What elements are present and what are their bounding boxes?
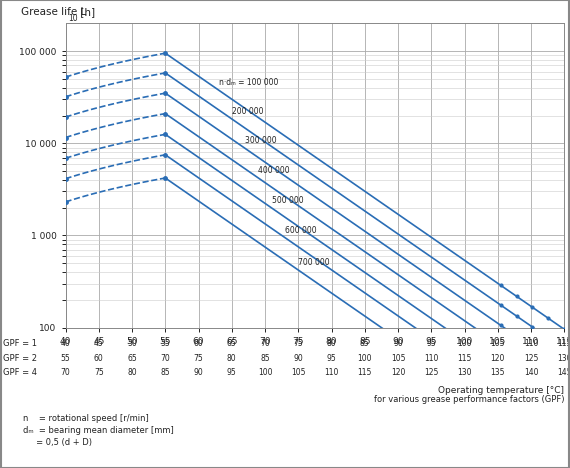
Text: for various grease performance factors (GPF): for various grease performance factors (… (374, 395, 564, 404)
Text: 70: 70 (160, 353, 170, 363)
Text: 65: 65 (227, 339, 237, 349)
Text: 120: 120 (391, 367, 405, 377)
Text: 145: 145 (557, 367, 570, 377)
Text: 70: 70 (60, 367, 71, 377)
Text: 90: 90 (393, 339, 403, 349)
Text: 85: 85 (260, 353, 270, 363)
Text: 95: 95 (327, 353, 336, 363)
Text: n·dₘ = 100 000: n·dₘ = 100 000 (218, 78, 278, 87)
Text: 110: 110 (424, 353, 438, 363)
Text: 55: 55 (60, 353, 71, 363)
Text: 100: 100 (258, 367, 272, 377)
Text: 100: 100 (357, 353, 372, 363)
Text: 100: 100 (457, 339, 472, 349)
Text: 10: 10 (68, 15, 78, 23)
Text: 75: 75 (194, 353, 203, 363)
Text: 60: 60 (94, 353, 104, 363)
Text: 400 000: 400 000 (258, 166, 290, 175)
Text: 95: 95 (227, 367, 237, 377)
Text: 40: 40 (60, 339, 71, 349)
Text: = 0,5 (d + D): = 0,5 (d + D) (23, 438, 92, 446)
Text: 600 000: 600 000 (285, 226, 316, 234)
Text: 85: 85 (360, 339, 369, 349)
Text: 55: 55 (160, 339, 170, 349)
Text: 125: 125 (424, 367, 438, 377)
Text: 90: 90 (194, 367, 203, 377)
Text: GPF = 4: GPF = 4 (3, 367, 37, 377)
Text: Grease life L: Grease life L (21, 7, 86, 17)
Text: 135: 135 (491, 367, 505, 377)
Text: dₘ  = bearing mean diameter [mm]: dₘ = bearing mean diameter [mm] (23, 426, 173, 435)
Text: 130: 130 (457, 367, 472, 377)
Text: 125: 125 (524, 353, 538, 363)
Text: 65: 65 (127, 353, 137, 363)
Text: 70: 70 (260, 339, 270, 349)
Text: 115: 115 (557, 339, 570, 349)
Text: 110: 110 (524, 339, 538, 349)
Text: 300 000: 300 000 (245, 136, 276, 145)
Text: 105: 105 (491, 339, 505, 349)
Text: 130: 130 (557, 353, 570, 363)
Text: 105: 105 (391, 353, 405, 363)
Text: 75: 75 (94, 367, 104, 377)
Text: 140: 140 (524, 367, 538, 377)
Text: 80: 80 (327, 339, 336, 349)
Text: 90: 90 (294, 353, 303, 363)
Text: 80: 80 (127, 367, 137, 377)
Text: 60: 60 (194, 339, 203, 349)
Text: GPF = 1: GPF = 1 (3, 339, 37, 349)
Text: 110: 110 (324, 367, 339, 377)
Text: 45: 45 (94, 339, 104, 349)
Text: [h]: [h] (77, 7, 95, 17)
Text: 75: 75 (294, 339, 303, 349)
Text: 105: 105 (291, 367, 306, 377)
Text: 120: 120 (491, 353, 505, 363)
Text: 95: 95 (426, 339, 436, 349)
Text: 200 000: 200 000 (232, 107, 263, 116)
Text: 80: 80 (227, 353, 237, 363)
Text: Operating temperature [°C]: Operating temperature [°C] (438, 386, 564, 395)
Text: GPF = 2: GPF = 2 (3, 353, 37, 363)
Text: 85: 85 (161, 367, 170, 377)
Text: 115: 115 (357, 367, 372, 377)
Text: 700 000: 700 000 (298, 258, 330, 267)
Text: n    = rotational speed [r/min]: n = rotational speed [r/min] (23, 414, 149, 423)
Text: 115: 115 (457, 353, 472, 363)
Text: 50: 50 (127, 339, 137, 349)
Text: 500 000: 500 000 (272, 196, 303, 205)
